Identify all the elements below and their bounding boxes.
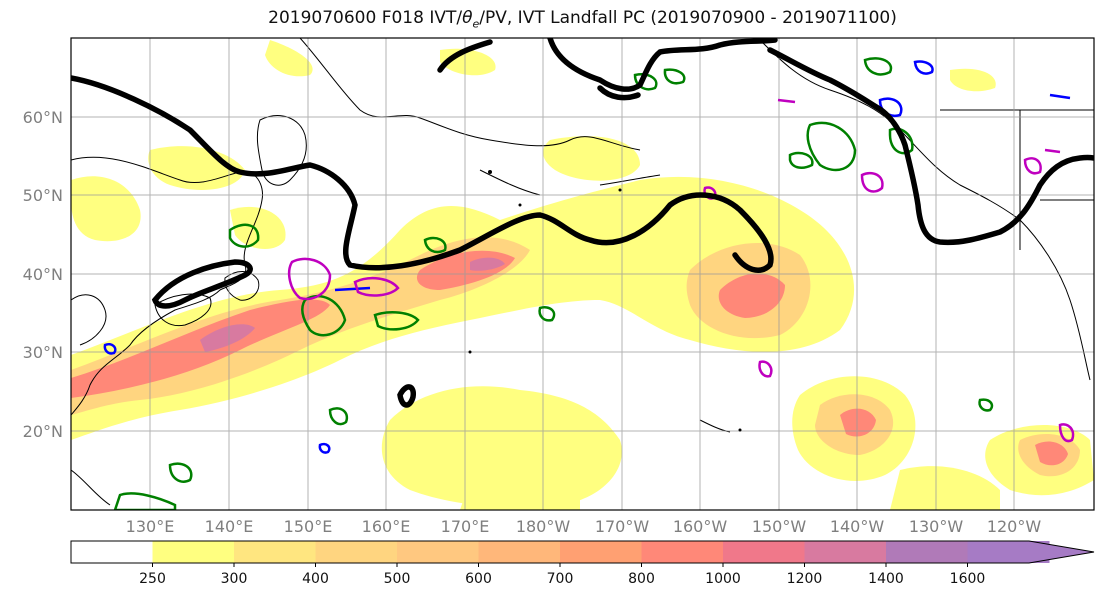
lon-label: 160°E — [362, 517, 411, 536]
lon-label: 170°E — [441, 517, 490, 536]
lat-label: 30°N — [23, 343, 63, 362]
lon-label: 120°W — [987, 517, 1042, 536]
colorbar-segment — [315, 541, 398, 563]
lon-label: 130°E — [126, 517, 175, 536]
title-theta: θ — [462, 8, 473, 28]
colorbar-extend-arrow — [967, 541, 1094, 563]
colorbar-segment — [641, 541, 724, 563]
lon-label: 150°W — [752, 517, 807, 536]
colorbar-tick-label: 700 — [547, 571, 574, 587]
map-frame — [70, 37, 1095, 511]
colorbar-tick-label: 1000 — [705, 571, 741, 587]
colorbar-segment — [804, 541, 887, 563]
pv-negative-contours — [103, 60, 1071, 454]
lon-label: 140°W — [830, 517, 885, 536]
colorbar-segment — [397, 541, 479, 563]
colorbar-tick-label: 1200 — [787, 571, 823, 587]
colorbar-tick-label: 250 — [139, 571, 166, 587]
landfall-contours — [288, 98, 1075, 443]
title-theta-subscript: e — [472, 17, 480, 31]
latitude-labels: 60°N 50°N 40°N 30°N 20°N — [23, 108, 63, 441]
colorbar-tick-label: 1400 — [868, 571, 904, 587]
lat-label: 40°N — [23, 265, 63, 284]
colorbar-segment — [152, 541, 235, 563]
colorbar-tick-label: 500 — [384, 571, 411, 587]
colorbar-tick-label: 400 — [302, 571, 329, 587]
longitude-labels: 130°E 140°E 150°E 160°E 170°E 180°W 170°… — [126, 517, 1042, 536]
colorbar-segment — [560, 541, 642, 563]
colorbar-segment — [478, 541, 561, 563]
map-title: 2019070600 F018 IVT/θe/PV, IVT Landfall … — [0, 8, 1105, 30]
colorbar: 250 300 400 500 600 700 800 1000 1200 1400 1600 — [70, 540, 1095, 587]
lat-label: 20°N — [23, 422, 63, 441]
map-plot-area — [71, 38, 1094, 510]
colorbar-tick-label: 1600 — [950, 571, 986, 587]
lon-label: 150°E — [284, 517, 333, 536]
lon-label: 170°W — [595, 517, 650, 536]
colorbar-outline — [70, 540, 1095, 564]
theta-e-contours — [71, 38, 1094, 408]
colorbar-segment — [234, 541, 316, 563]
title-prefix: 2019070600 F018 IVT/ — [268, 8, 463, 28]
gridlines — [71, 38, 1094, 510]
colorbar-tick-label: 300 — [221, 571, 248, 587]
colorbar-segment — [886, 541, 968, 563]
lon-label: 130°W — [909, 517, 964, 536]
lat-label: 60°N — [23, 108, 63, 127]
lon-label: 140°E — [205, 517, 254, 536]
colorbar-tick-label: 800 — [628, 571, 655, 587]
lon-label: 160°W — [673, 517, 728, 536]
title-suffix: /PV, IVT Landfall PC (2019070900 - 20190… — [479, 8, 897, 28]
lon-label: 180°W — [516, 517, 571, 536]
lat-label: 50°N — [23, 186, 63, 205]
colorbar-segment — [71, 541, 153, 563]
colorbar-tick-label: 600 — [465, 571, 492, 587]
colorbar-segment — [723, 541, 805, 563]
